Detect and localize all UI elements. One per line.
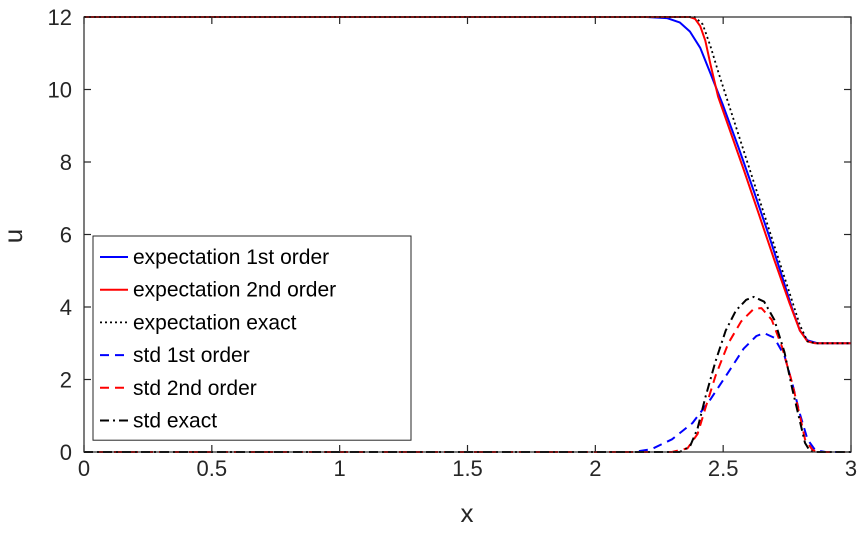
legend: expectation 1st order expectation 2nd ord…	[92, 235, 412, 441]
x-tick-label-3: 1.5	[452, 456, 483, 481]
legend-label-1: expectation 2nd order	[133, 279, 336, 302]
y-tick-label-4: 8	[60, 150, 72, 175]
legend-label-2: expectation exact	[133, 311, 297, 334]
x-tick-label-2: 1	[334, 456, 346, 481]
y-tick-label-1: 2	[60, 368, 72, 393]
legend-label-3: std 1st order	[133, 344, 250, 367]
x-tick-label-0: 0	[78, 456, 90, 481]
x-tick-label-4: 2	[589, 456, 601, 481]
x-tick-label-6: 3	[845, 456, 857, 481]
y-tick-label-0: 0	[60, 440, 72, 465]
series-line-3	[84, 332, 851, 453]
legend-label-5: std exact	[133, 410, 217, 433]
ticks-layer: 0 0.5 1 1.5 2 2.5 3 0 2 4 6 8 10 12	[48, 5, 858, 481]
y-tick-label-6: 12	[48, 5, 72, 30]
legend-label-4: std 2nd order	[133, 377, 257, 400]
series-line-1	[84, 16, 851, 345]
series-line-4	[84, 307, 851, 453]
series-line-2	[84, 16, 851, 345]
y-tick-label-3: 6	[60, 223, 72, 248]
x-axis-label: x	[461, 498, 474, 528]
legend-box	[92, 235, 412, 441]
x-tick-label-1: 0.5	[197, 456, 228, 481]
y-tick-label-2: 4	[60, 295, 72, 320]
legend-label-0: expectation 1st order	[133, 246, 329, 269]
series-layer	[84, 16, 851, 453]
y-axis-label: u	[0, 229, 28, 243]
x-tick-label-5: 2.5	[708, 456, 739, 481]
y-tick-label-5: 10	[48, 78, 72, 103]
series-line-5	[84, 295, 851, 453]
